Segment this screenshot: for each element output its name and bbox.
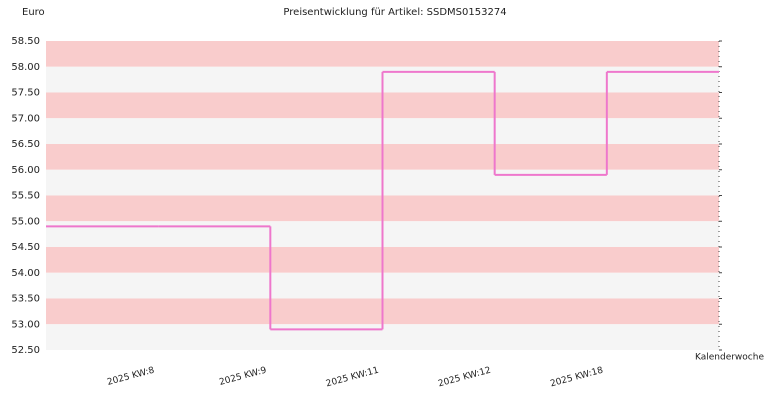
band bbox=[46, 41, 719, 67]
y-tick-label: 57.50 bbox=[11, 88, 40, 99]
x-tick-label: 2025 KW:11 bbox=[325, 366, 380, 390]
y-axis-title: Euro bbox=[22, 7, 45, 18]
chart-title: Preisentwicklung für Artikel: SSDMS01532… bbox=[283, 7, 506, 18]
x-axis-title: Kalenderwoche bbox=[695, 353, 764, 363]
y-tick-label: 52.50 bbox=[11, 345, 40, 356]
y-tick-label: 55.50 bbox=[11, 191, 40, 202]
y-tick-label: 58.00 bbox=[11, 62, 40, 73]
y-tick-label: 53.00 bbox=[11, 319, 40, 330]
x-tick-label: 2025 KW:12 bbox=[437, 366, 492, 390]
y-tick-label: 53.50 bbox=[11, 294, 40, 305]
y-tick-label: 58.50 bbox=[11, 36, 40, 47]
y-tick-label: 57.00 bbox=[11, 113, 40, 124]
y-tick-label: 54.50 bbox=[11, 242, 40, 253]
x-tick-label: 2025 KW:9 bbox=[218, 366, 268, 388]
x-tick-label: 2025 KW:8 bbox=[106, 366, 156, 388]
y-tick-label: 55.00 bbox=[11, 216, 40, 227]
y-tick-label: 56.00 bbox=[11, 165, 40, 176]
y-tick-label: 54.00 bbox=[11, 268, 40, 279]
x-tick-label: 2025 KW:18 bbox=[549, 366, 604, 390]
y-tick-label: 56.50 bbox=[11, 139, 40, 150]
